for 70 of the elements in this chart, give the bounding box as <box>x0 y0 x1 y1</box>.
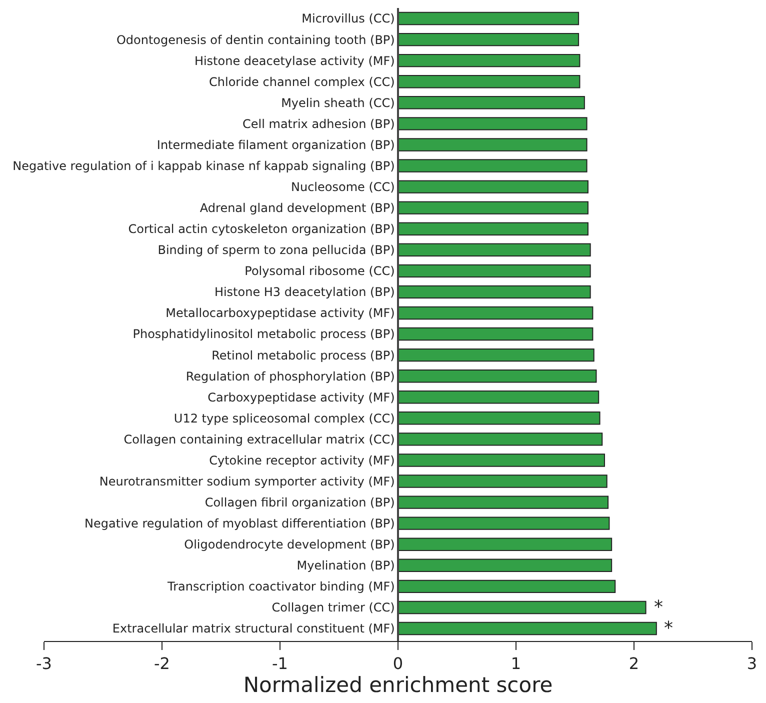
y-tick-label: Collagen fibril organization (BP) <box>204 496 395 510</box>
bar <box>398 454 605 467</box>
y-tick-label: Neurotransmitter sodium symporter activity (MF) <box>99 474 395 488</box>
bar <box>398 180 588 194</box>
y-tick-label: Collagen trimer (CC) <box>272 600 395 615</box>
bar <box>398 117 588 130</box>
y-tick-label: Myelination (BP) <box>296 558 395 573</box>
bar <box>398 54 580 68</box>
x-tick-label: 1 <box>510 654 522 674</box>
y-tick-label: Cytokine receptor activity (MF) <box>209 453 395 468</box>
bar <box>398 75 580 88</box>
y-tick-label: Retinol metabolic process (BP) <box>212 348 395 362</box>
bar <box>398 327 594 341</box>
bar <box>398 306 594 320</box>
bar <box>398 496 609 509</box>
bar <box>398 474 608 488</box>
bar <box>398 159 588 172</box>
x-axis-title: Normalized enrichment score <box>243 673 553 698</box>
bar <box>398 600 646 614</box>
y-tick-label: Phosphatidylinositol metabolic process (BP) <box>132 327 395 342</box>
x-tick-label: -3 <box>36 654 52 674</box>
bar <box>398 32 580 46</box>
x-tick-label: 3 <box>746 654 758 674</box>
y-tick-label: Cell matrix adhesion (BP) <box>242 116 395 131</box>
bar <box>398 264 591 278</box>
y-tick-label: Nucleosome (CC) <box>291 180 395 194</box>
y-tick-label: Binding of sperm to zona pellucida (BP) <box>158 243 395 258</box>
bar <box>398 96 585 110</box>
y-tick-label: Polysomal ribosome (CC) <box>244 264 395 278</box>
bar <box>398 516 610 530</box>
y-tick-label: Odontogenesis of dentin containing tooth (BP) <box>116 32 395 47</box>
y-tick-label: Myelin sheath (CC) <box>281 96 395 110</box>
bar <box>398 285 591 299</box>
bar <box>398 138 588 152</box>
y-tick-label: Histone H3 deacetylation (BP) <box>214 285 395 300</box>
bar <box>398 622 657 636</box>
x-tick-label: -1 <box>272 654 288 674</box>
y-tick-label: Adrenal gland development (BP) <box>200 201 395 216</box>
y-tick-label: Intermediate filament organization (BP) <box>156 138 395 152</box>
y-tick-label: U12 type spliceosomal complex (CC) <box>174 411 395 426</box>
y-tick-label: Regulation of phosphorylation (BP) <box>186 369 395 384</box>
bar <box>398 390 600 404</box>
bar <box>398 538 612 551</box>
bar <box>398 412 600 425</box>
y-tick-label: Collagen containing extracellular matrix (CC) <box>124 432 395 446</box>
y-tick-label: Negative regulation of i kappab kinase nf kappab signaling (BP) <box>12 158 395 173</box>
y-tick-label: Metallocarboxypeptidase activity (MF) <box>166 306 395 320</box>
x-tick-label: 0 <box>392 654 404 674</box>
bar <box>398 348 594 362</box>
annotation: * <box>664 618 673 639</box>
y-tick-label: Microvillus (CC) <box>302 12 395 26</box>
bar <box>398 222 588 236</box>
y-tick-label: Transcription coactivator binding (MF) <box>166 580 395 594</box>
bar <box>398 369 597 383</box>
bar <box>398 12 580 26</box>
y-tick-label: Oligodendrocyte development (BP) <box>184 538 395 552</box>
bar <box>398 432 603 446</box>
bar <box>398 201 588 214</box>
y-tick-label: Carboxypeptidase activity (MF) <box>208 390 395 404</box>
x-tick-label: -2 <box>154 654 170 674</box>
bar <box>398 580 616 594</box>
y-tick-label: Negative regulation of myoblast differentiation (BP) <box>84 516 395 531</box>
bar <box>398 558 612 572</box>
annotation: * <box>654 597 663 618</box>
y-tick-label: Histone deacetylase activity (MF) <box>194 54 395 68</box>
y-tick-label: Extracellular matrix structural constituent (MF) <box>112 622 395 636</box>
y-tick-label: Cortical actin cytoskeleton organization (BP) <box>128 222 395 236</box>
x-tick-label: 2 <box>628 654 640 674</box>
y-tick-label: Chloride channel complex (CC) <box>209 74 395 89</box>
bar <box>398 243 591 256</box>
